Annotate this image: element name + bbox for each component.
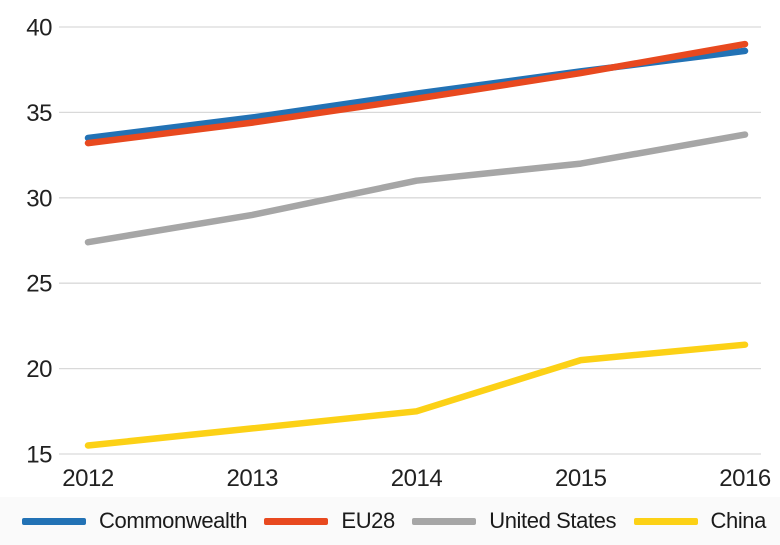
legend-item-united-states: United States (412, 508, 617, 534)
series-line-china (84, 341, 749, 449)
legend-swatch-china (633, 517, 698, 525)
legend-label-china: China (710, 508, 767, 533)
y-tick-label: 40 (26, 15, 52, 42)
x-tick-label: 2012 (62, 465, 114, 492)
chart-legend: Commonwealth EU28 United States China (0, 497, 780, 545)
y-tick-label: 20 (26, 356, 52, 383)
y-tick-label: 30 (26, 185, 52, 212)
series-line-eu28 (84, 40, 749, 147)
legend-swatch-united-states (412, 517, 477, 525)
legend-label-united-states: United States (489, 508, 617, 533)
chart-plot-area: 15 20 25 30 35 40 2012 2013 2014 2015 2016 (26, 15, 771, 493)
legend-item-eu28: EU28 (264, 508, 395, 534)
legend-label-eu28: EU28 (341, 508, 395, 533)
y-tick-label: 35 (26, 100, 52, 127)
y-tick-label: 25 (26, 271, 52, 298)
x-tick-label: 2016 (719, 465, 771, 492)
y-tick-label: 15 (26, 442, 52, 469)
x-tick-label: 2013 (227, 465, 279, 492)
x-tick-label: 2014 (391, 465, 443, 492)
x-tick-label: 2015 (555, 465, 607, 492)
legend-label-commonwealth: Commonwealth (99, 508, 248, 533)
legend-swatch-commonwealth (22, 517, 86, 525)
legend-item-china: China (633, 508, 767, 534)
series-line-united-states (84, 131, 749, 246)
legend-item-commonwealth: Commonwealth (22, 508, 247, 534)
legend-swatch-eu28 (264, 517, 329, 525)
